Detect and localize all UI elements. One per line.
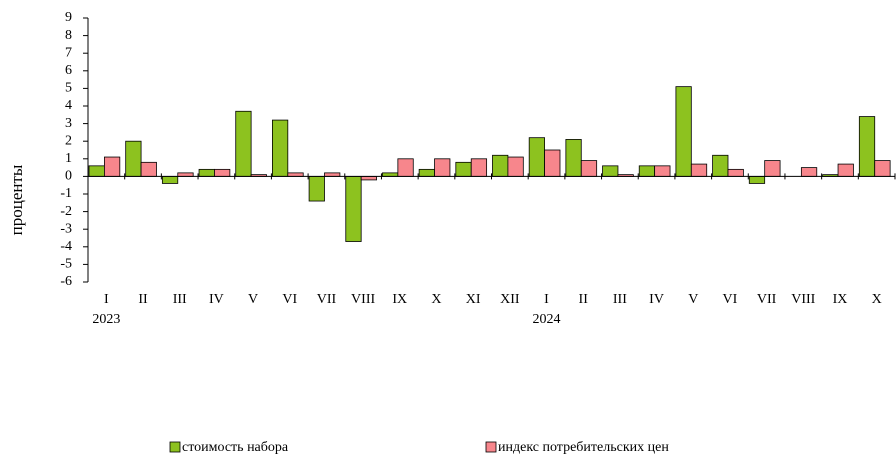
bar bbox=[638, 165, 656, 177]
x-tick-label: X bbox=[431, 292, 441, 307]
y-tick-label: -5 bbox=[60, 257, 72, 272]
x-tick-label: V bbox=[248, 292, 258, 307]
bar bbox=[528, 137, 545, 177]
x-tick-label: VI bbox=[282, 292, 297, 307]
y-tick-label: 0 bbox=[65, 169, 72, 184]
x-tick-label: IX bbox=[833, 292, 848, 307]
x-tick-label: III bbox=[173, 292, 187, 307]
x-tick-label: VII bbox=[757, 292, 777, 307]
bar bbox=[837, 163, 854, 177]
x-tick-label: I bbox=[104, 292, 109, 307]
legend-swatch bbox=[169, 441, 181, 453]
bar bbox=[397, 158, 414, 177]
bar bbox=[140, 161, 157, 177]
legend-label: индекс потребительских цен bbox=[498, 440, 669, 455]
y-tick-label: 9 bbox=[65, 10, 72, 25]
bar bbox=[88, 165, 105, 177]
y-tick-label: -2 bbox=[60, 204, 72, 219]
x-tick-label: VIII bbox=[351, 292, 375, 307]
bar bbox=[434, 158, 451, 177]
bar bbox=[470, 158, 488, 177]
x-tick-label: X bbox=[872, 292, 882, 307]
x-tick-label: II bbox=[579, 292, 589, 307]
bar bbox=[492, 154, 509, 177]
bar bbox=[104, 156, 121, 177]
bar bbox=[764, 160, 781, 177]
bar bbox=[690, 163, 708, 177]
x-tick-label: IX bbox=[392, 292, 407, 307]
x-tick-label: VI bbox=[723, 292, 738, 307]
y-tick-label: -6 bbox=[60, 274, 72, 289]
y-tick-label: 3 bbox=[65, 116, 72, 131]
x-tick-label: VIII bbox=[791, 292, 815, 307]
y-tick-label: -4 bbox=[60, 239, 72, 254]
bar bbox=[712, 154, 729, 177]
bar bbox=[675, 86, 692, 177]
x-tick-label: III bbox=[613, 292, 627, 307]
bar bbox=[455, 161, 472, 177]
legend-label: стоимость набора bbox=[182, 440, 289, 455]
bar bbox=[858, 116, 876, 177]
x-tick-label: I bbox=[544, 292, 549, 307]
y-tick-label: 7 bbox=[65, 45, 72, 60]
y-tick-label: 4 bbox=[65, 98, 72, 113]
bar bbox=[177, 172, 194, 177]
bar bbox=[507, 156, 524, 177]
y-tick-label: 1 bbox=[65, 151, 72, 166]
y-tick-label: 2 bbox=[65, 133, 72, 148]
legend-swatch bbox=[485, 441, 497, 453]
x-tick-label: II bbox=[138, 292, 148, 307]
y-axis-label: проценты bbox=[7, 164, 26, 235]
x-tick-label: XII bbox=[500, 292, 520, 307]
bar bbox=[198, 168, 215, 177]
bar bbox=[214, 168, 231, 177]
y-tick-label: 8 bbox=[65, 28, 72, 43]
bar bbox=[874, 160, 891, 177]
x-tick-label: IV bbox=[649, 292, 664, 307]
bar bbox=[345, 175, 362, 242]
bar bbox=[235, 110, 252, 177]
y-tick-label: 5 bbox=[65, 81, 72, 96]
bar bbox=[324, 172, 341, 177]
year-label: 2023 bbox=[92, 312, 120, 327]
bar bbox=[727, 168, 744, 177]
bar bbox=[272, 119, 289, 177]
bar bbox=[418, 168, 435, 177]
bar bbox=[360, 175, 377, 181]
bar bbox=[748, 175, 766, 184]
year-label: 2024 bbox=[533, 312, 561, 327]
bar bbox=[565, 139, 582, 177]
bar bbox=[654, 165, 671, 177]
x-tick-label: IV bbox=[209, 292, 224, 307]
y-tick-label: -1 bbox=[60, 186, 72, 201]
bar bbox=[800, 167, 818, 177]
bar bbox=[544, 149, 561, 177]
y-tick-label: -3 bbox=[60, 221, 72, 236]
bar bbox=[602, 165, 619, 177]
x-tick-label: XI bbox=[466, 292, 481, 307]
bar bbox=[287, 172, 304, 177]
y-tick-label: 6 bbox=[65, 63, 72, 78]
bar bbox=[125, 140, 142, 177]
x-tick-label: V bbox=[688, 292, 698, 307]
x-tick-label: VII bbox=[317, 292, 337, 307]
bar bbox=[161, 175, 179, 184]
bar bbox=[308, 175, 325, 202]
bar bbox=[580, 160, 598, 177]
bar bbox=[382, 172, 399, 177]
